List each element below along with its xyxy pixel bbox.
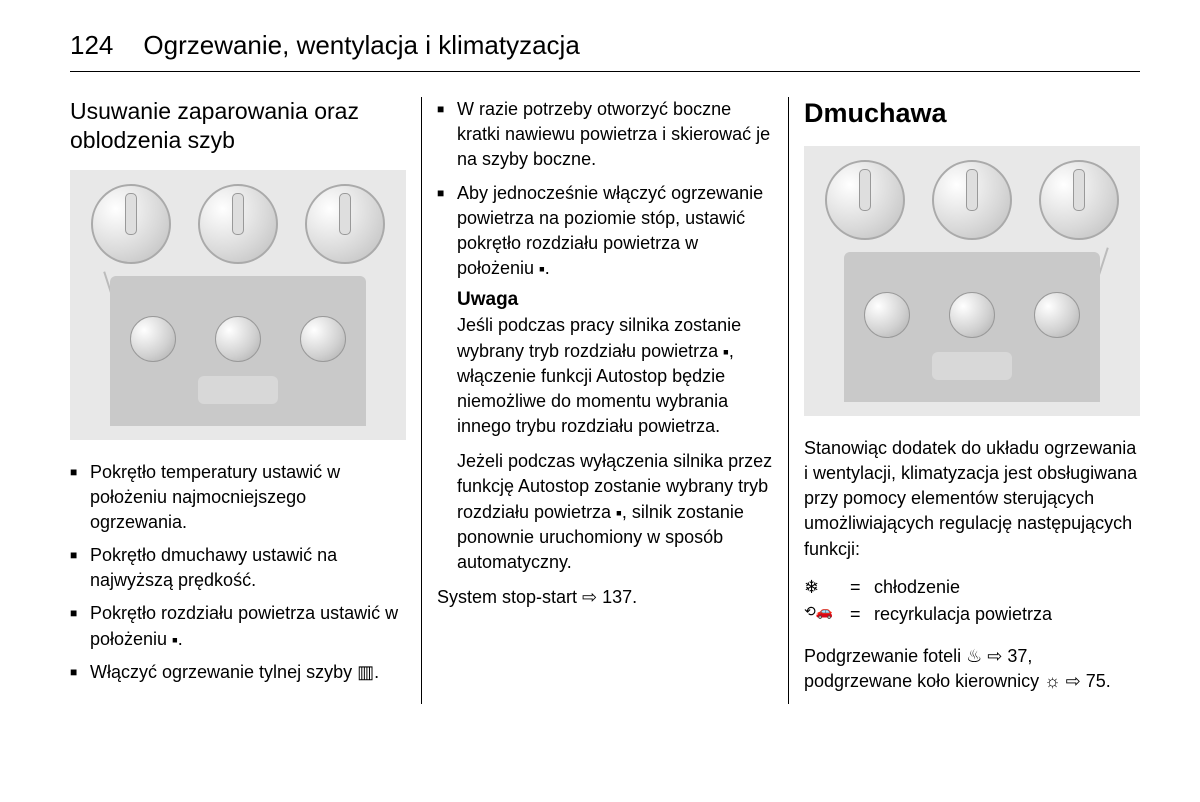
table-row: ⟲🚗 = recyrkulacja powietrza xyxy=(804,601,1140,628)
function-symbol-table: ❄ = chłodzenie ⟲🚗 = recyrkulacja powietr… xyxy=(804,574,1140,628)
list-item: Aby jednocześnie włączyć ogrzewanie powi… xyxy=(437,181,773,282)
temperature-dial-icon xyxy=(825,160,905,240)
list-item: Pokrętło rozdziału powietrza ustawić w p… xyxy=(70,601,406,651)
lower-dial-icon xyxy=(864,292,910,338)
seat-heating-crossref: Podgrzewanie foteli ♨ ⇨ 37, podgrzewane … xyxy=(804,644,1140,694)
stopstart-crossref: System stop-start ⇨ 137. xyxy=(437,585,773,610)
fan-speed-dial-icon xyxy=(198,184,278,264)
table-row: ❄ = chłodzenie xyxy=(804,574,1140,601)
list-item: W razie potrzeby otworzyć boczne kratki … xyxy=(437,97,773,173)
chapter-title: Ogrzewanie, wentylacja i klimatyzacja xyxy=(143,30,579,61)
note-paragraph: Jeżeli podczas wyłączenia silnika przez … xyxy=(437,449,773,575)
fan-speed-dial-icon xyxy=(932,160,1012,240)
air-distribution-dial-icon xyxy=(305,184,385,264)
equals-sign: = xyxy=(850,601,864,628)
demist-steps-list-continued: W razie potrzeby otworzyć boczne kratki … xyxy=(437,97,773,281)
gear-slot-icon xyxy=(932,352,1012,380)
note-paragraph: Jeśli podczas pracy silnika zostanie wyb… xyxy=(437,313,773,439)
lower-dial-icon xyxy=(300,316,346,362)
list-item: Pokrętło dmuchawy ustawić na najwyższą p… xyxy=(70,543,406,593)
equals-sign: = xyxy=(850,574,864,601)
snowflake-icon: ❄ xyxy=(804,574,840,601)
lower-dial-icon xyxy=(130,316,176,362)
column-right: Dmuchawa Stanowiąc dodatek do układu ogr… xyxy=(788,97,1140,704)
temperature-dial-icon xyxy=(91,184,171,264)
list-item: Włączyć ogrzewanie tylnej szyby ▥. xyxy=(70,660,406,685)
list-item: Pokrętło temperatury ustawić w położeniu… xyxy=(70,460,406,536)
page-content: Usuwanie zaparowania oraz oblodzenia szy… xyxy=(70,97,1140,704)
symbol-label: chłodzenie xyxy=(874,574,960,601)
recirculation-icon: ⟲🚗 xyxy=(804,601,840,628)
climate-controls-illustration-left xyxy=(70,170,406,440)
heading-demist: Usuwanie zaparowania oraz oblodzenia szy… xyxy=(70,97,406,155)
gear-slot-icon xyxy=(198,376,278,404)
climate-controls-illustration-right xyxy=(804,146,1140,416)
symbol-label: recyrkulacja powietrza xyxy=(874,601,1052,628)
column-left: Usuwanie zaparowania oraz oblodzenia szy… xyxy=(70,97,421,704)
page-header: 124 Ogrzewanie, wentylacja i klimatyzacj… xyxy=(70,30,1140,72)
air-distribution-dial-icon xyxy=(1039,160,1119,240)
lower-dial-icon xyxy=(1034,292,1080,338)
column-middle: W razie potrzeby otworzyć boczne kratki … xyxy=(421,97,788,704)
lower-dial-icon xyxy=(215,316,261,362)
page-number: 124 xyxy=(70,30,113,61)
lower-dial-icon xyxy=(949,292,995,338)
demist-steps-list: Pokrętło temperatury ustawić w położeniu… xyxy=(70,460,406,686)
heading-blower: Dmuchawa xyxy=(804,97,1140,131)
note-heading: Uwaga xyxy=(437,289,773,311)
blower-intro: Stanowiąc dodatek do układu ogrzewania i… xyxy=(804,436,1140,562)
